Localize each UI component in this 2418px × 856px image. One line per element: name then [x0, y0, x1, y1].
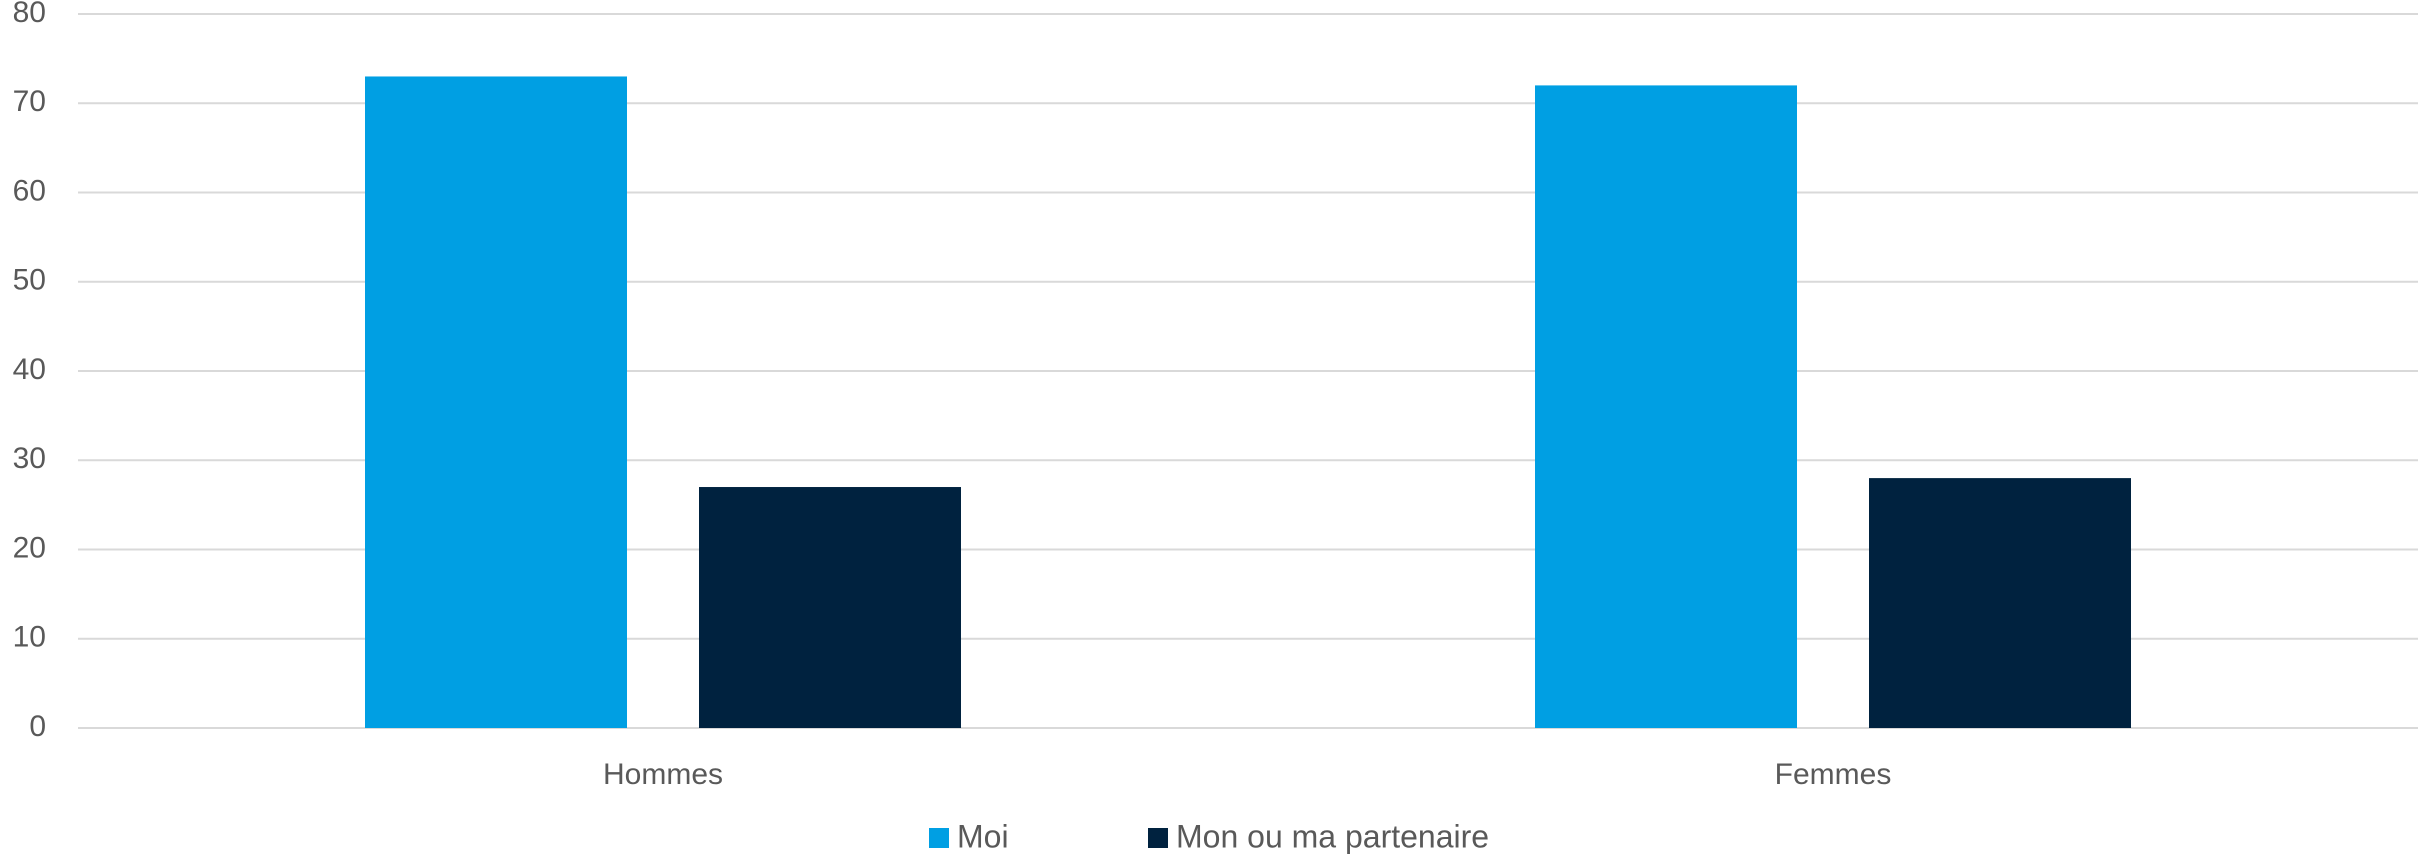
y-tick-label: 0 [29, 710, 46, 743]
bar-moi-hommes [365, 76, 627, 729]
legend-swatch [929, 828, 949, 848]
y-tick-label: 50 [13, 264, 46, 297]
legend-swatch [1148, 828, 1168, 848]
y-tick-label: 20 [13, 531, 46, 564]
bar-mon-ou-ma-partenaire-femmes [1869, 478, 2131, 728]
y-tick-label: 80 [13, 0, 46, 29]
bars [365, 76, 2131, 729]
bar-mon-ou-ma-partenaire-hommes [699, 487, 961, 728]
legend: Moi Mon ou ma partenaire [929, 818, 1489, 854]
x-axis-category-labels: Hommes Femmes [603, 758, 1891, 791]
y-tick-label: 10 [13, 621, 46, 654]
legend-label: Mon ou ma partenaire [1176, 818, 1489, 854]
x-category-label: Femmes [1775, 758, 1892, 791]
y-tick-label: 30 [13, 442, 46, 475]
bar-moi-femmes [1535, 85, 1797, 728]
y-axis-tick-labels: 0 10 20 30 40 50 60 70 80 [13, 0, 46, 743]
legend-item: Mon ou ma partenaire [1148, 818, 1489, 854]
y-tick-label: 60 [13, 174, 46, 207]
x-category-label: Hommes [603, 758, 723, 791]
legend-label: Moi [957, 818, 1009, 854]
y-tick-label: 70 [13, 85, 46, 118]
legend-item: Moi [929, 818, 1009, 854]
y-tick-label: 40 [13, 353, 46, 386]
